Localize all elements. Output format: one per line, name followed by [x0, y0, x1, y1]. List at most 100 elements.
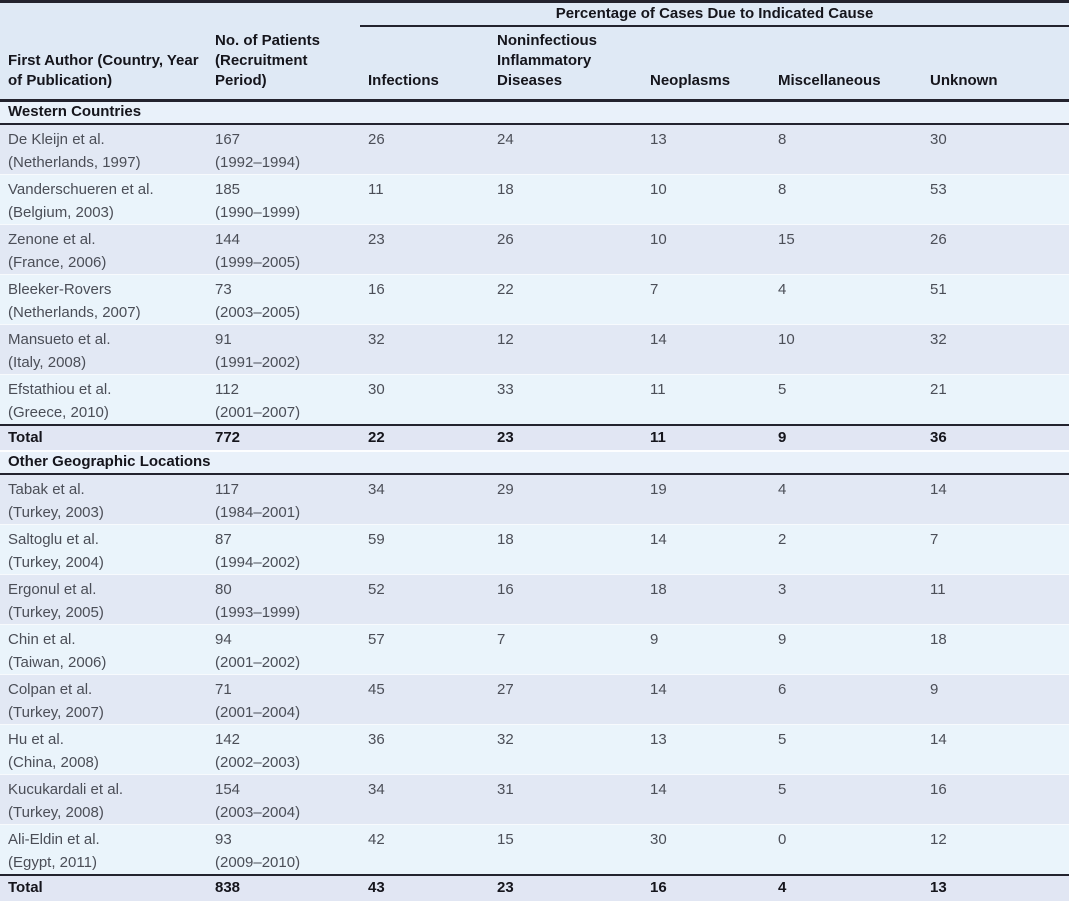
- infections-cell: 45: [360, 673, 489, 724]
- miscellaneous-cell: 5: [770, 373, 922, 425]
- neoplasms-cell: 10: [642, 173, 770, 224]
- table-row: Ali-Eldin et al. (Egypt, 2011) 93 (2009–…: [0, 823, 1069, 875]
- recruitment-period: (1990–1999): [215, 203, 301, 221]
- author-cell: Chin et al. (Taiwan, 2006): [0, 623, 207, 674]
- author-name: Mansueto et al.: [8, 330, 111, 348]
- patients-count: 73: [215, 280, 232, 298]
- patients-count: 144: [215, 230, 241, 248]
- author-name: Zenone et al.: [8, 230, 96, 248]
- author-country-year: (Turkey, 2008): [8, 803, 104, 821]
- neoplasms-cell: 19: [642, 473, 770, 524]
- infections-cell: 16: [360, 273, 489, 324]
- table-row: Bleeker-Rovers (Netherlands, 2007) 73 (2…: [0, 273, 1069, 324]
- section-header-western: Western Countries: [0, 99, 1069, 125]
- author-cell: Hu et al. (China, 2008): [0, 723, 207, 774]
- miscellaneous-cell: 10: [770, 323, 922, 374]
- author-name: Efstathiou et al.: [8, 380, 112, 398]
- patients-count: 93: [215, 830, 232, 848]
- total-infections: 43: [360, 873, 489, 901]
- recruitment-period: (2003–2004): [215, 803, 301, 821]
- total-noninfectious-inflammatory: 23: [489, 873, 642, 901]
- unknown-cell: 12: [922, 823, 1069, 875]
- column-header-row: First Author (Country, Year of Publicati…: [0, 26, 1069, 102]
- author-name: Kucukardali et al.: [8, 780, 124, 798]
- miscellaneous-cell: 5: [770, 723, 922, 774]
- noninfectious-inflammatory-cell: 24: [489, 123, 642, 174]
- total-label: Total: [0, 873, 207, 901]
- author-name: Hu et al.: [8, 730, 64, 748]
- patients-cell: 91 (1991–2002): [207, 323, 360, 374]
- recruitment-period: (1992–1994): [215, 153, 301, 171]
- author-country-year: (Taiwan, 2006): [8, 653, 107, 671]
- author-country-year: (Italy, 2008): [8, 353, 87, 371]
- patients-count: 94: [215, 630, 232, 648]
- author-cell: Ali-Eldin et al. (Egypt, 2011): [0, 823, 207, 875]
- total-patients: 772: [207, 423, 360, 451]
- unknown-cell: 53: [922, 173, 1069, 224]
- unknown-cell: 26: [922, 223, 1069, 274]
- author-cell: Mansueto et al. (Italy, 2008): [0, 323, 207, 374]
- patients-count: 117: [215, 480, 239, 498]
- infections-cell: 57: [360, 623, 489, 674]
- neoplasms-cell: 13: [642, 123, 770, 174]
- table-row: Mansueto et al. (Italy, 2008) 91 (1991–2…: [0, 323, 1069, 374]
- unknown-cell: 14: [922, 723, 1069, 774]
- neoplasms-cell: 30: [642, 823, 770, 875]
- table-row: Chin et al. (Taiwan, 2006) 94 (2001–2002…: [0, 623, 1069, 674]
- noninfectious-inflammatory-cell: 31: [489, 773, 642, 824]
- total-label: Total: [0, 423, 207, 451]
- spanner-heading: Percentage of Cases Due to Indicated Cau…: [360, 1, 1069, 27]
- section-header-other: Other Geographic Locations: [0, 449, 1069, 475]
- table-row: Saltoglu et al. (Turkey, 2004) 87 (1994–…: [0, 523, 1069, 574]
- author-cell: De Kleijn et al. (Netherlands, 1997): [0, 123, 207, 174]
- neoplasms-cell: 7: [642, 273, 770, 324]
- miscellaneous-cell: 0: [770, 823, 922, 875]
- noninfectious-inflammatory-cell: 32: [489, 723, 642, 774]
- table-row: Vanderschueren et al. (Belgium, 2003) 18…: [0, 173, 1069, 224]
- table-row: Tabak et al. (Turkey, 2003) 117 (1984–20…: [0, 473, 1069, 524]
- patients-count: 112: [215, 380, 239, 398]
- patients-cell: 142 (2002–2003): [207, 723, 360, 774]
- noninfectious-inflammatory-cell: 18: [489, 173, 642, 224]
- infections-cell: 34: [360, 773, 489, 824]
- noninfectious-inflammatory-cell: 27: [489, 673, 642, 724]
- author-name: Ergonul et al.: [8, 580, 97, 598]
- miscellaneous-cell: 4: [770, 273, 922, 324]
- noninfectious-inflammatory-cell: 22: [489, 273, 642, 324]
- infections-cell: 59: [360, 523, 489, 574]
- recruitment-period: (1993–1999): [215, 603, 301, 621]
- author-country-year: (Egypt, 2011): [8, 853, 97, 871]
- unknown-cell: 32: [922, 323, 1069, 374]
- author-cell: Ergonul et al. (Turkey, 2005): [0, 573, 207, 624]
- total-infections: 22: [360, 423, 489, 451]
- table-row: Zenone et al. (France, 2006) 144 (1999–2…: [0, 223, 1069, 274]
- author-name: Tabak et al.: [8, 480, 85, 498]
- header-spacer: [0, 1, 360, 26]
- section-label: Western Countries: [0, 99, 1069, 125]
- total-noninfectious-inflammatory: 23: [489, 423, 642, 451]
- neoplasms-cell: 13: [642, 723, 770, 774]
- noninfectious-inflammatory-cell: 26: [489, 223, 642, 274]
- unknown-cell: 51: [922, 273, 1069, 324]
- author-name: Saltoglu et al.: [8, 530, 99, 548]
- infections-cell: 52: [360, 573, 489, 624]
- unknown-cell: 7: [922, 523, 1069, 574]
- col-header-patients: No. of Patients (Recruitment Period): [207, 26, 360, 102]
- table-row: De Kleijn et al. (Netherlands, 1997) 167…: [0, 123, 1069, 174]
- patients-count: 87: [215, 530, 232, 548]
- author-name: Vanderschueren et al.: [8, 180, 154, 198]
- noninfectious-inflammatory-cell: 12: [489, 323, 642, 374]
- infections-cell: 32: [360, 323, 489, 374]
- col-header-infections: Infections: [360, 26, 489, 102]
- patients-cell: 94 (2001–2002): [207, 623, 360, 674]
- patients-count: 154: [215, 780, 241, 798]
- patients-count: 167: [215, 130, 241, 148]
- author-country-year: (Turkey, 2004): [8, 553, 104, 571]
- infections-cell: 11: [360, 173, 489, 224]
- neoplasms-cell: 18: [642, 573, 770, 624]
- author-cell: Zenone et al. (France, 2006): [0, 223, 207, 274]
- table-row: Kucukardali et al. (Turkey, 2008) 154 (2…: [0, 773, 1069, 824]
- noninfectious-inflammatory-cell: 15: [489, 823, 642, 875]
- recruitment-period: (2001–2007): [215, 403, 301, 421]
- recruitment-period: (1994–2002): [215, 553, 301, 571]
